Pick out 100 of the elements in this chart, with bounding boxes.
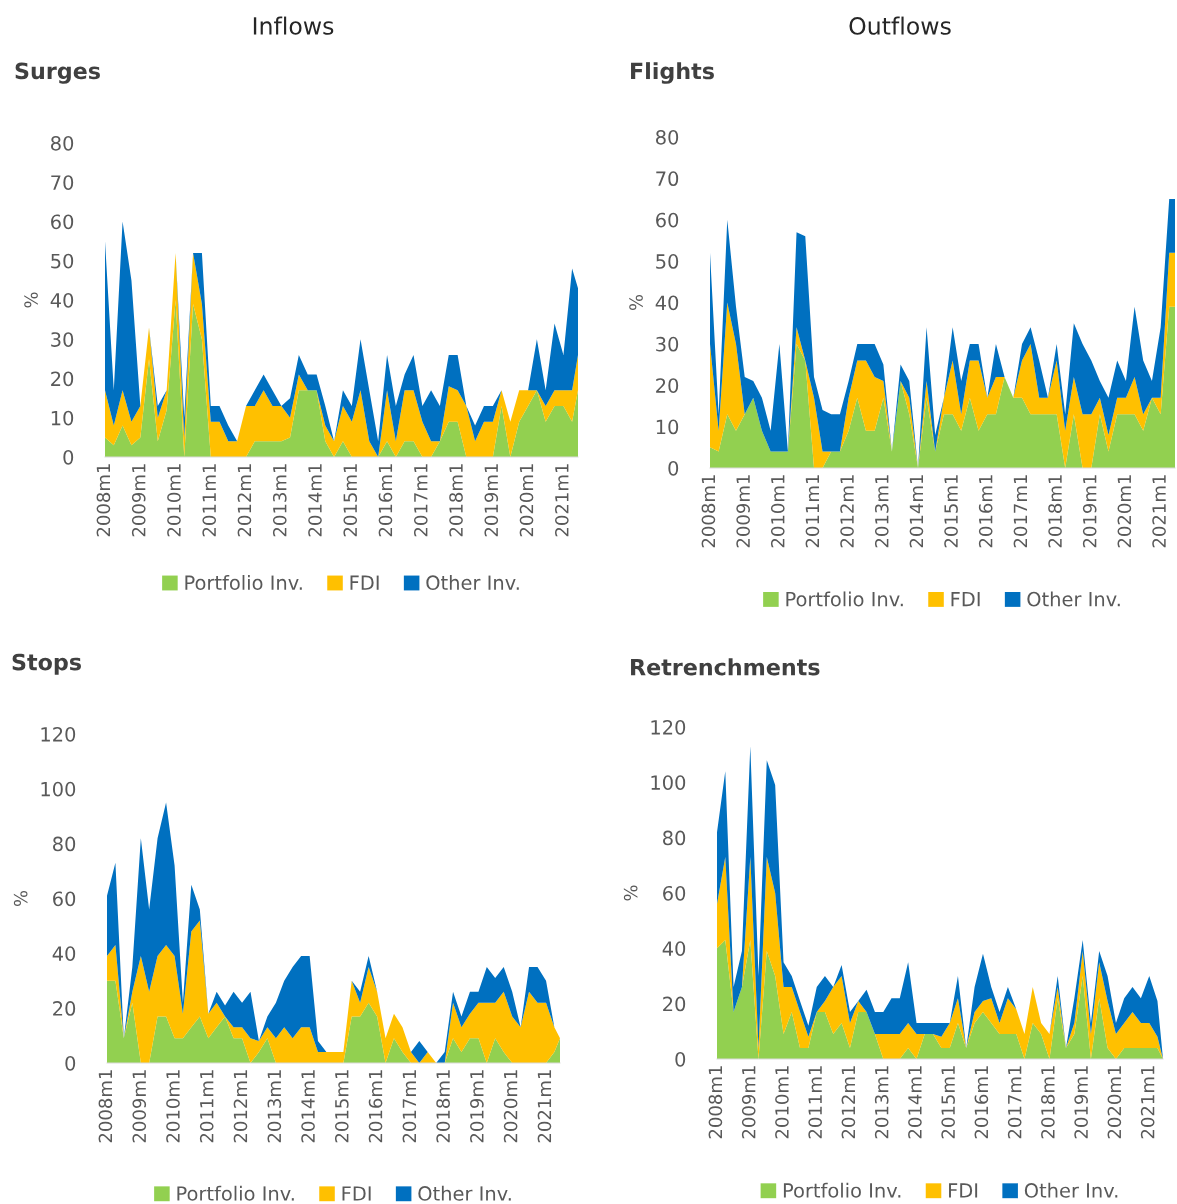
x-tick-label: 2018m1 <box>1041 1066 1055 1139</box>
x-tick-label: 2012m1 <box>233 1070 248 1143</box>
y-tick-label: 20 <box>663 996 686 1012</box>
y-tick-label: 60 <box>51 214 74 230</box>
x-tick-label: 2010m1 <box>167 464 181 537</box>
y-tick-label: 80 <box>51 135 74 151</box>
x-tick-label: 2011m1 <box>808 1066 822 1139</box>
x-tick-label: 2015m1 <box>941 1066 955 1139</box>
x-tick-label: 2017m1 <box>1013 475 1028 548</box>
x-tick-label: 2014m1 <box>301 1070 315 1143</box>
legend-label: Portfolio Inv. <box>177 1185 294 1201</box>
x-tick-label: 2020m1 <box>1117 475 1132 548</box>
legend-label: Other Inv. <box>418 1185 511 1201</box>
legend-label: FDI <box>350 575 379 590</box>
x-tick-label: 2014m1 <box>308 464 322 537</box>
x-tick-label: 2014m1 <box>909 475 924 548</box>
x-tick-label: 2015m1 <box>343 464 358 537</box>
text: Inflows <box>253 16 334 35</box>
x-tick-label: 2018m1 <box>449 464 463 537</box>
y-tick-label: 60 <box>53 891 76 907</box>
x-tick-label: 2021m1 <box>1152 475 1166 548</box>
x-tick-label: 2019m1 <box>1082 475 1097 548</box>
y-tick-label: 20 <box>656 378 679 393</box>
x-tick-label: 2012m1 <box>237 464 252 537</box>
legend-label: FDI <box>342 1186 371 1201</box>
chart-title: Surges <box>15 62 100 84</box>
y-tick-label: 100 <box>651 775 686 790</box>
x-tick-label: 2021m1 <box>1140 1066 1155 1139</box>
x-tick-label: 2010m1 <box>166 1070 180 1143</box>
x-tick-label: 2017m1 <box>1007 1066 1022 1139</box>
legend-label: Other Inv. <box>1024 1182 1118 1198</box>
chart-title: Flights <box>631 62 714 84</box>
x-tick-label: 2019m1 <box>484 464 499 537</box>
x-tick-label: 2011m1 <box>199 1070 214 1143</box>
x-tick-label: 2020m1 <box>519 464 534 537</box>
x-tick-label: 2014m1 <box>908 1066 922 1139</box>
y-axis-title: % <box>623 885 638 901</box>
y-tick-label: 70 <box>51 175 74 190</box>
y-tick-label: 10 <box>51 410 74 426</box>
x-tick-label: 2010m1 <box>770 475 785 548</box>
x-tick-label: 2016m1 <box>378 464 393 537</box>
x-tick-label: 2010m1 <box>775 1066 789 1139</box>
x-tick-label: 2021m1 <box>537 1070 552 1143</box>
y-tick-label: 20 <box>51 371 74 387</box>
x-tick-label: 2017m1 <box>413 464 428 537</box>
y-tick-label: 80 <box>656 129 679 145</box>
y-tick-label: 40 <box>655 295 679 311</box>
y-tick-label: 80 <box>53 836 76 852</box>
x-tick-label: 2009m1 <box>132 1070 147 1143</box>
x-tick-label: 2015m1 <box>944 475 958 548</box>
y-tick-label: 30 <box>51 332 74 347</box>
y-tick-label: 40 <box>52 946 76 961</box>
chart-title: Stops <box>12 653 81 675</box>
legend-label: Portfolio Inv. <box>783 1182 901 1198</box>
x-tick-label: 2015m1 <box>334 1070 349 1143</box>
x-tick-label: 2020m1 <box>503 1070 518 1143</box>
y-tick-label: 70 <box>656 171 679 187</box>
x-tick-label: 2013m1 <box>272 464 287 537</box>
y-tick-label: 0 <box>65 1055 76 1071</box>
y-tick-label: 120 <box>41 726 76 742</box>
y-tick-label: 100 <box>41 781 76 797</box>
y-tick-label: 40 <box>662 941 686 956</box>
x-tick-label: 2012m1 <box>840 475 854 548</box>
y-axis-title: % <box>24 292 38 308</box>
y-tick-label: 50 <box>656 254 679 269</box>
y-tick-label: 60 <box>656 212 679 228</box>
legend-label: Other Inv. <box>1027 591 1120 607</box>
text: Outflows <box>849 16 951 35</box>
y-axis-title: % <box>13 890 28 907</box>
legend-label: FDI <box>949 1183 978 1198</box>
legend-label: Other Inv. <box>426 574 519 591</box>
x-tick-label: 2009m1 <box>741 1066 756 1139</box>
y-tick-label: 120 <box>651 719 686 735</box>
x-tick-label: 2019m1 <box>470 1070 484 1143</box>
x-tick-label: 2011m1 <box>805 475 820 548</box>
x-tick-label: 2008m1 <box>708 1066 723 1139</box>
x-tick-label: 2008m1 <box>701 475 716 548</box>
x-tick-label: 2008m1 <box>96 464 111 537</box>
y-tick-label: 10 <box>656 419 679 435</box>
x-tick-label: 2013m1 <box>267 1070 282 1143</box>
y-tick-label: 50 <box>51 253 74 269</box>
legend-label: Portfolio Inv. <box>185 574 302 591</box>
legend-label: Portfolio Inv. <box>786 591 903 607</box>
x-tick-label: 2009m1 <box>131 464 146 537</box>
x-tick-label: 2009m1 <box>736 475 750 548</box>
y-tick-label: 0 <box>63 449 74 465</box>
y-tick-label: 0 <box>668 460 679 476</box>
chart-title: Retrenchments <box>631 658 820 676</box>
x-tick-label: 2016m1 <box>974 1066 989 1139</box>
x-tick-label: 2019m1 <box>1074 1066 1088 1139</box>
y-tick-label: 0 <box>675 1051 686 1067</box>
y-tick-label: 30 <box>656 336 679 352</box>
x-tick-label: 2012m1 <box>841 1066 856 1139</box>
y-axis-title: % <box>629 294 643 311</box>
legend-label: FDI <box>951 592 980 607</box>
x-tick-label: 2020m1 <box>1107 1066 1122 1139</box>
y-tick-label: 80 <box>663 830 686 846</box>
x-tick-label: 2008m1 <box>98 1070 113 1143</box>
x-tick-label: 2021m1 <box>555 464 569 537</box>
x-tick-label: 2013m1 <box>874 1066 889 1139</box>
